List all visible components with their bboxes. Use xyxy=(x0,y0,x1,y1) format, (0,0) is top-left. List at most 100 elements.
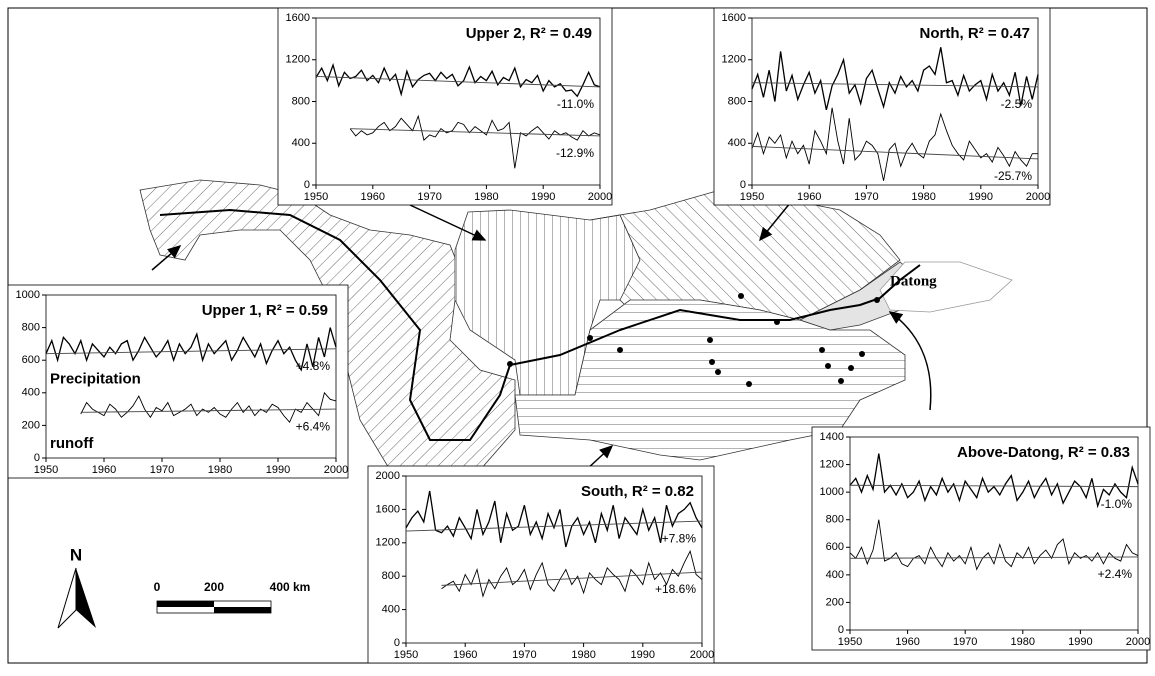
trend-annotation: +2.4% xyxy=(1098,567,1133,581)
x-tick-label: 2000 xyxy=(1026,191,1050,203)
trend-annotation: -2.5% xyxy=(1001,97,1033,111)
trend-line xyxy=(350,128,601,137)
data-line xyxy=(80,391,337,423)
trend-line xyxy=(441,571,703,586)
series-label: runoff xyxy=(50,435,94,452)
data-line xyxy=(849,519,1139,571)
x-tick-label: 1980 xyxy=(911,191,935,203)
x-tick-label: 1960 xyxy=(797,191,821,203)
x-tick-label: 1980 xyxy=(474,191,498,203)
y-tick-label: 0 xyxy=(740,179,746,191)
x-tick-label: 2000 xyxy=(588,191,612,203)
y-tick-label: 0 xyxy=(838,624,844,636)
x-tick-label: 1950 xyxy=(34,464,58,476)
x-tick-label: 2000 xyxy=(1126,636,1150,648)
trend-line xyxy=(405,520,703,532)
north-arrow xyxy=(57,567,77,629)
region-below-datong xyxy=(879,261,1013,313)
y-tick-label: 1200 xyxy=(722,54,746,66)
x-tick-label: 1960 xyxy=(361,191,385,203)
y-tick-label: 0 xyxy=(394,637,400,649)
y-tick-label: 400 xyxy=(22,387,40,399)
data-line xyxy=(751,47,1039,111)
station xyxy=(587,335,593,341)
x-tick-label: 1970 xyxy=(512,649,536,661)
north-label: N xyxy=(70,545,82,564)
arrow xyxy=(151,245,182,271)
scale-bar xyxy=(157,601,214,607)
trend-line xyxy=(751,145,1039,160)
north-arrow xyxy=(76,568,96,628)
scale-label: 200 xyxy=(204,580,224,594)
trend-annotation: -25.7% xyxy=(994,169,1032,183)
trend-line xyxy=(849,484,1139,488)
trend-annotation: -11.0% xyxy=(557,97,594,111)
station xyxy=(825,363,831,369)
region-upper-1 xyxy=(139,179,516,481)
station xyxy=(838,378,844,384)
y-tick-label: 800 xyxy=(22,322,40,334)
x-tick-label: 1980 xyxy=(208,464,232,476)
x-tick-label: 1950 xyxy=(838,636,862,648)
station xyxy=(774,319,780,325)
y-tick-label: 2000 xyxy=(376,470,400,482)
x-tick-label: 1950 xyxy=(740,191,764,203)
x-tick-label: 1970 xyxy=(150,464,174,476)
x-tick-label: 2000 xyxy=(324,464,348,476)
y-tick-label: 1600 xyxy=(376,503,400,515)
x-tick-label: 1990 xyxy=(631,649,655,661)
inset-chart: 0 400 800 1200 1600 1950 1960 1970 1980 1990 2000 -… xyxy=(713,7,1051,206)
station xyxy=(507,361,513,367)
trend-line xyxy=(751,82,1039,88)
y-tick-label: 1200 xyxy=(286,54,310,66)
data-line xyxy=(849,453,1139,509)
station xyxy=(874,297,880,303)
station xyxy=(709,359,715,365)
x-tick-label: 1960 xyxy=(92,464,116,476)
y-tick-label: 200 xyxy=(22,419,40,431)
plot-area xyxy=(849,436,1139,631)
x-tick-label: 1950 xyxy=(304,191,328,203)
scale-bar xyxy=(214,607,271,613)
station xyxy=(746,381,752,387)
y-tick-label: 0 xyxy=(304,179,310,191)
inset-chart: 0 200 400 600 800 1000 1200 1400 1950 1960 1970 198… xyxy=(811,426,1151,651)
inset-background xyxy=(811,426,1151,651)
y-tick-label: 800 xyxy=(728,95,746,107)
scale-bar xyxy=(156,600,272,614)
station xyxy=(617,347,623,353)
station-label: Datong xyxy=(890,273,937,289)
x-tick-label: 1970 xyxy=(854,191,878,203)
scale-label: 0 xyxy=(154,580,161,594)
trend-annotation: -1.0% xyxy=(1101,497,1133,511)
trend-annotation: +7.8% xyxy=(662,531,697,545)
y-tick-label: 400 xyxy=(382,604,400,616)
y-tick-label: 1200 xyxy=(376,537,400,549)
y-tick-label: 1200 xyxy=(820,458,844,470)
station xyxy=(707,337,713,343)
y-tick-label: 800 xyxy=(292,95,310,107)
y-tick-label: 800 xyxy=(826,514,844,526)
inset-chart: 0 200 400 600 800 1000 1950 1960 1970 1980 1990 200… xyxy=(7,284,349,479)
x-tick-label: 1960 xyxy=(895,636,919,648)
x-tick-label: 1990 xyxy=(969,191,993,203)
trend-annotation: +6.4% xyxy=(296,419,331,433)
x-tick-label: 1950 xyxy=(394,649,418,661)
y-tick-label: 1600 xyxy=(286,12,310,24)
x-tick-label: 1990 xyxy=(1068,636,1092,648)
station xyxy=(859,351,865,357)
x-tick-label: 2000 xyxy=(690,649,714,661)
arrow xyxy=(409,204,487,241)
y-tick-label: 200 xyxy=(826,596,844,608)
chart-title: Above-Datong, R² = 0.83 xyxy=(957,444,1130,461)
y-tick-label: 600 xyxy=(826,541,844,553)
trend-line xyxy=(315,76,601,88)
station xyxy=(848,365,854,371)
inset-background xyxy=(7,284,349,479)
trend-line xyxy=(45,348,337,355)
trend-annotation: -12.9% xyxy=(556,146,594,160)
chart-title: South, R² = 0.82 xyxy=(581,483,694,500)
plot-area xyxy=(405,475,703,644)
x-tick-label: 1980 xyxy=(571,649,595,661)
